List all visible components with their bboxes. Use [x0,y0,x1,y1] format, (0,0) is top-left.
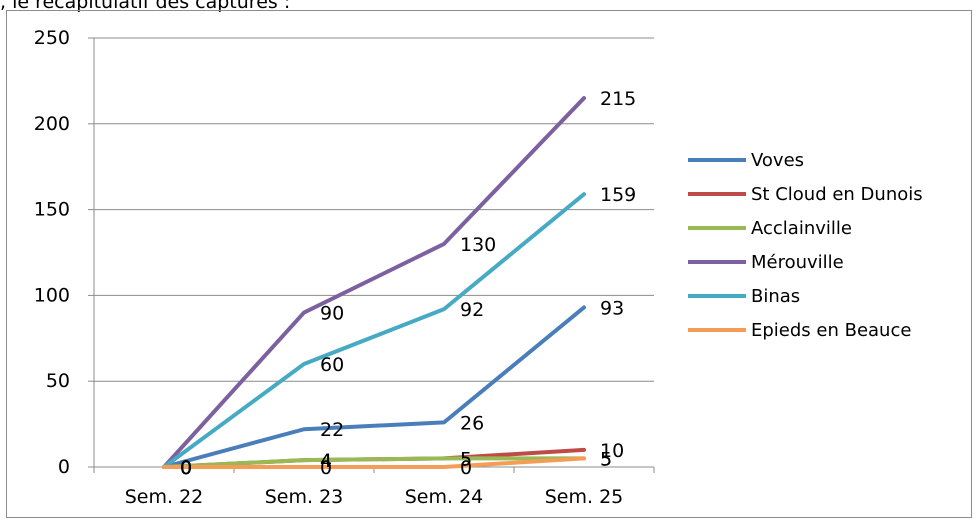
data-label: 5 [460,448,472,470]
data-label: 22 [320,419,344,441]
legend-label: Acclainville [751,218,852,239]
y-tick-label: 0 [58,456,70,478]
data-label: 4 [320,450,332,472]
data-label: 5 [600,448,612,470]
data-label: 0 [180,457,192,479]
data-label: 5 [460,448,472,470]
series-line [162,456,586,469]
y-tick-label: 250 [34,27,70,49]
series-line [162,96,586,469]
data-label: 0 [180,457,192,479]
legend-label: Epieds en Beauce [751,320,911,341]
data-label: 130 [460,234,496,256]
data-label: 4 [320,450,332,472]
data-label: 93 [600,297,624,319]
data-label: 159 [600,184,636,206]
series-lines [162,96,586,469]
data-label: 26 [460,412,484,434]
x-tick-label: Sem. 22 [125,486,204,508]
legend-label: St Cloud en Dunois [751,184,923,205]
data-label: 215 [600,88,636,110]
legend-label: Binas [751,286,800,307]
data-label: 60 [320,354,344,376]
y-tick-label: 150 [34,199,70,221]
data-label: 0 [180,457,192,479]
data-label: 10 [600,440,624,462]
gridlines [88,37,655,473]
series-line [162,456,586,469]
caption-text: , le récapitulatif des captures : [0,0,291,13]
data-label: 0 [180,457,192,479]
legend-label: Mérouville [751,252,844,273]
legend-label: Voves [751,150,804,171]
x-axis-ticks: Sem. 22 Sem. 23 Sem. 24 Sem. 25 [125,486,624,508]
data-label: 0 [460,457,472,479]
series-line [162,305,586,469]
series-line [162,192,586,469]
legend: Voves St Cloud en Dunois Acclainville Mérou… [688,150,923,341]
data-label: 92 [460,299,484,321]
x-tick-label: Sem. 25 [545,486,624,508]
data-label: 0 [180,457,192,479]
y-tick-label: 100 [34,284,70,306]
data-label: 90 [320,303,344,325]
x-tick-label: Sem. 23 [265,486,344,508]
y-tick-label: 50 [46,370,70,392]
data-label: 0 [320,457,332,479]
y-axis-ticks: 0 50 100 150 200 250 [34,27,70,478]
x-tick-label: Sem. 24 [405,486,484,508]
chart-frame [6,10,972,518]
data-label: 5 [600,448,612,470]
data-label: 0 [180,457,192,479]
y-tick-label: 200 [34,113,70,135]
